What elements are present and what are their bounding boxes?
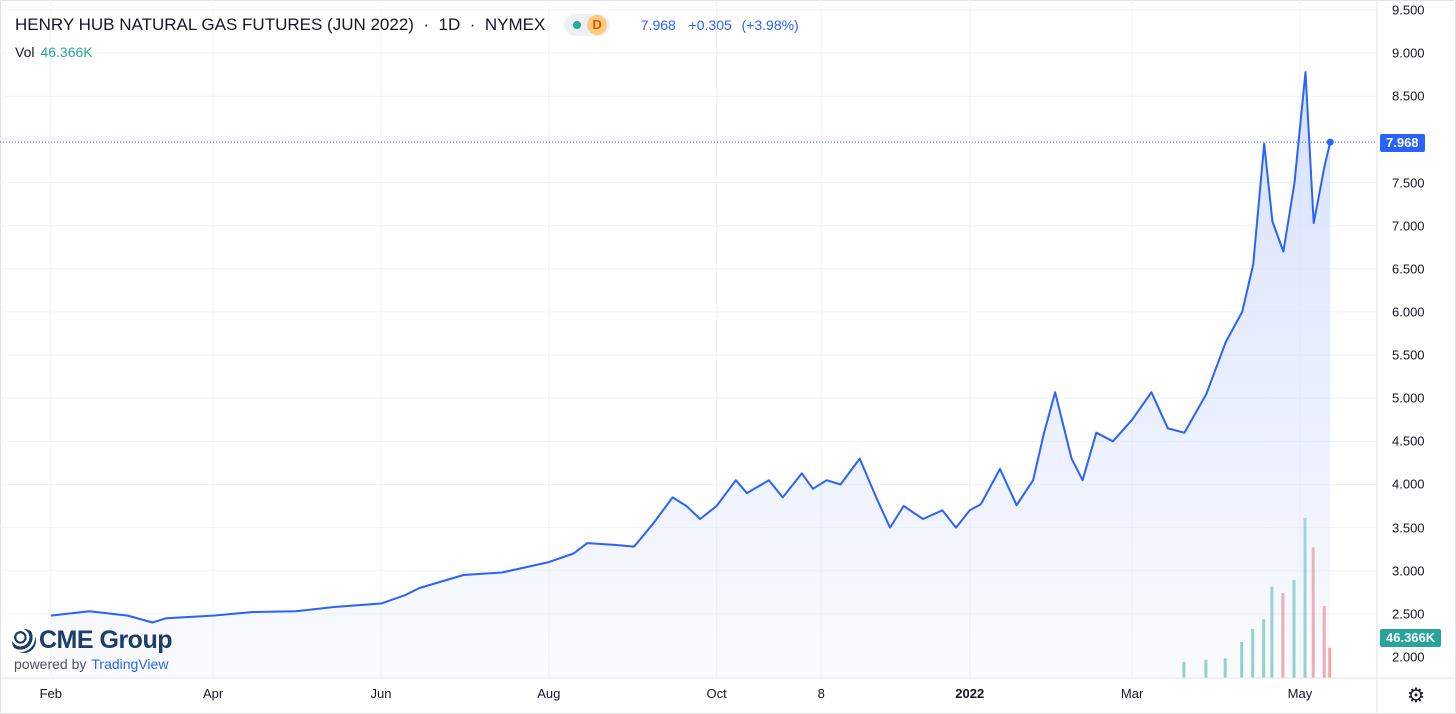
y-tick-label: 6.000 <box>1392 304 1425 320</box>
price-change: +0.305 <box>688 17 732 33</box>
market-status-dot-icon <box>573 21 582 29</box>
y-tick-label: 9.000 <box>1392 45 1425 61</box>
y-tick-label: 5.000 <box>1392 390 1425 406</box>
price-badge: 7.968 <box>1380 134 1425 152</box>
x-tick-label: May <box>1287 686 1313 701</box>
powered-by[interactable]: powered by TradingView <box>14 656 168 672</box>
y-tick-label: 5.500 <box>1392 347 1425 363</box>
interval-label[interactable]: 1D <box>438 15 461 34</box>
x-tick-label: Feb <box>39 686 62 701</box>
y-tick-label: 2.500 <box>1392 606 1425 622</box>
y-tick-label: 7.000 <box>1392 218 1425 234</box>
y-tick-label: 4.500 <box>1392 433 1425 449</box>
x-tick-label: Mar <box>1120 686 1144 701</box>
symbol-title[interactable]: HENRY HUB NATURAL GAS FUTURES (JUN 2022) <box>15 15 414 34</box>
chart-header: HENRY HUB NATURAL GAS FUTURES (JUN 2022)… <box>15 14 799 36</box>
y-tick-label: 3.500 <box>1392 520 1425 536</box>
vol-label: Vol <box>15 44 35 60</box>
sep-1: · <box>418 15 434 34</box>
y-tick-label: 4.000 <box>1392 476 1425 492</box>
powered-by-label: powered by <box>14 656 87 672</box>
delay-badge: D <box>587 15 608 35</box>
x-tick-label: Aug <box>537 686 561 701</box>
cme-logo: CME Group <box>12 626 173 655</box>
sep-2: · <box>465 15 481 34</box>
x-tick-label: 2022 <box>955 686 985 701</box>
cme-globe-icon <box>12 628 36 653</box>
exchange-label: NYMEX <box>484 15 546 34</box>
y-tick-label: 8.500 <box>1392 88 1425 104</box>
tradingview-link[interactable]: TradingView <box>91 656 169 672</box>
last-price: 7.968 <box>640 17 676 33</box>
price-change-pct: (+3.98%) <box>741 17 799 33</box>
y-tick-label: 6.500 <box>1392 261 1425 277</box>
y-tick-label: 9.500 <box>1392 2 1425 18</box>
price-line <box>50 71 1332 624</box>
status-pill[interactable]: D <box>564 14 611 36</box>
x-tick-label: Jun <box>370 686 392 701</box>
cme-logo-text: CME Group <box>39 626 173 654</box>
volume-badge: 46.366K <box>1380 629 1442 647</box>
vol-value: 46.366K <box>40 44 93 60</box>
y-tick-label: 3.000 <box>1392 563 1425 579</box>
y-tick-label: 2.000 <box>1392 649 1425 665</box>
gear-icon[interactable]: ⚙ <box>1407 685 1425 707</box>
x-tick-label: Oct <box>706 686 727 701</box>
x-tick-label: 8 <box>817 686 825 701</box>
y-tick-label: 7.500 <box>1392 175 1425 191</box>
volume-legend[interactable]: Vol 46.366K <box>15 44 93 60</box>
price-area-fill <box>50 72 1331 679</box>
x-tick-label: Apr <box>202 686 224 701</box>
last-price-marker <box>1326 138 1334 146</box>
